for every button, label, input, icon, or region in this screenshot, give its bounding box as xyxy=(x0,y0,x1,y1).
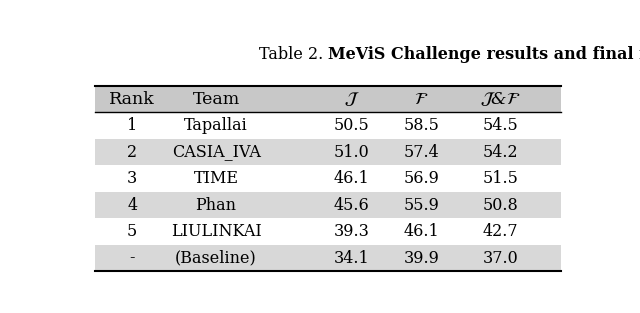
Text: 57.4: 57.4 xyxy=(403,144,439,161)
Text: 46.1: 46.1 xyxy=(403,223,439,240)
Text: 3: 3 xyxy=(127,170,138,187)
Text: 56.9: 56.9 xyxy=(403,170,439,187)
Text: 39.9: 39.9 xyxy=(403,249,439,267)
Bar xyxy=(95,86,561,112)
Text: 39.3: 39.3 xyxy=(333,223,369,240)
Text: Team: Team xyxy=(193,90,240,108)
Text: Table 2.: Table 2. xyxy=(259,46,328,63)
Text: 46.1: 46.1 xyxy=(333,170,369,187)
Bar xyxy=(95,112,561,139)
Text: 51.0: 51.0 xyxy=(333,144,369,161)
Text: 50.5: 50.5 xyxy=(333,117,369,134)
Text: MeViS Challenge results and final rankings.: MeViS Challenge results and final rankin… xyxy=(328,46,640,63)
Text: 37.0: 37.0 xyxy=(483,249,518,267)
Bar xyxy=(95,245,561,271)
Text: 54.5: 54.5 xyxy=(483,117,518,134)
Text: Phan: Phan xyxy=(196,197,237,213)
Text: 55.9: 55.9 xyxy=(403,197,439,213)
Text: 45.6: 45.6 xyxy=(333,197,369,213)
Text: 51.5: 51.5 xyxy=(483,170,518,187)
Bar xyxy=(95,165,561,192)
Text: LIULINKAI: LIULINKAI xyxy=(171,223,262,240)
Text: Tapallai: Tapallai xyxy=(184,117,248,134)
Text: TIME: TIME xyxy=(194,170,239,187)
Text: 54.2: 54.2 xyxy=(483,144,518,161)
Text: Rank: Rank xyxy=(109,90,155,108)
Text: 2: 2 xyxy=(127,144,137,161)
Text: (Baseline): (Baseline) xyxy=(175,249,257,267)
Bar xyxy=(95,218,561,245)
Text: $\mathcal{J}$&$\mathcal{F}$: $\mathcal{J}$&$\mathcal{F}$ xyxy=(480,90,521,108)
Text: 50.8: 50.8 xyxy=(483,197,518,213)
Text: 58.5: 58.5 xyxy=(403,117,439,134)
Text: 4: 4 xyxy=(127,197,137,213)
Bar xyxy=(95,192,561,218)
Text: 34.1: 34.1 xyxy=(333,249,369,267)
Text: $\mathcal{F}$: $\mathcal{F}$ xyxy=(414,90,428,108)
Text: 1: 1 xyxy=(127,117,138,134)
Text: -: - xyxy=(129,249,135,267)
Text: 42.7: 42.7 xyxy=(483,223,518,240)
Bar xyxy=(95,139,561,165)
Text: $\mathcal{J}$: $\mathcal{J}$ xyxy=(344,90,359,108)
Text: CASIA_IVA: CASIA_IVA xyxy=(172,144,260,161)
Text: 5: 5 xyxy=(127,223,138,240)
